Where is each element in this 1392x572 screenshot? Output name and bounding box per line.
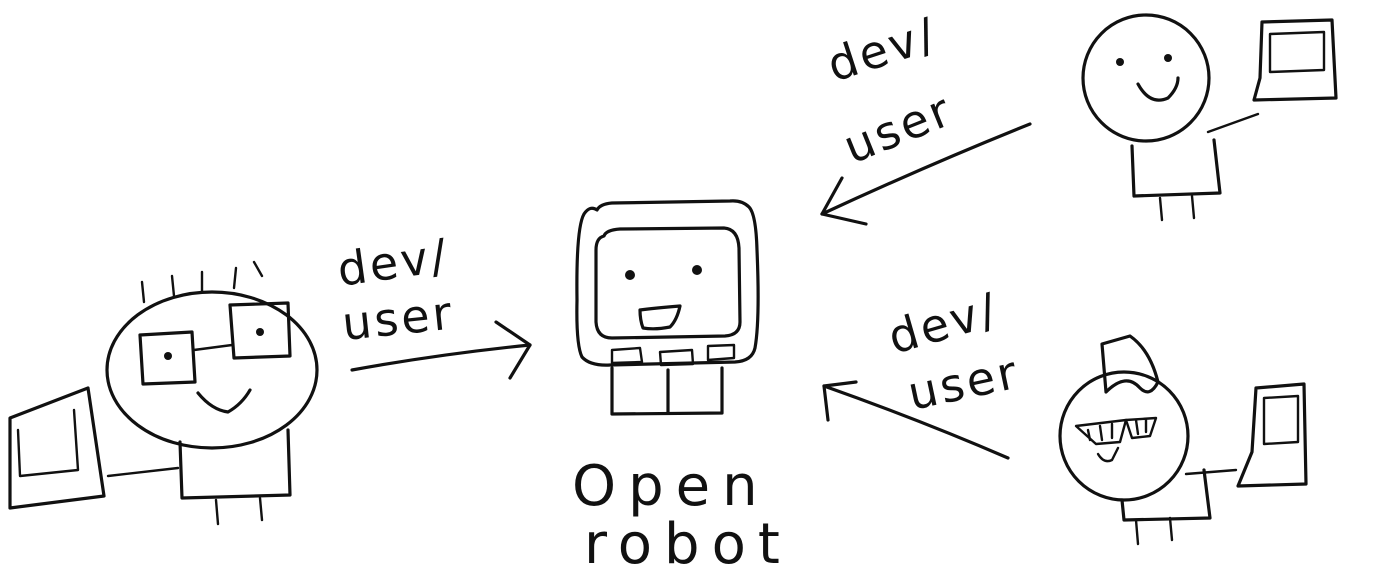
- arrow-left-to-robot: [350, 320, 532, 380]
- center-label-open: Open: [572, 454, 770, 519]
- center-label-robot: robot: [584, 512, 792, 572]
- connection-label-left-line2: user: [340, 285, 457, 350]
- person-smiling: [1081, 13, 1338, 222]
- arrow-bottomright-to-robot: [822, 380, 1010, 460]
- person-with-sunglasses: [1058, 334, 1308, 546]
- open-robot: [575, 199, 760, 416]
- connection-label-topright-line1: dev/: [821, 6, 944, 92]
- arrow-topright-to-robot: [820, 122, 1032, 226]
- person-with-glasses: [8, 260, 319, 526]
